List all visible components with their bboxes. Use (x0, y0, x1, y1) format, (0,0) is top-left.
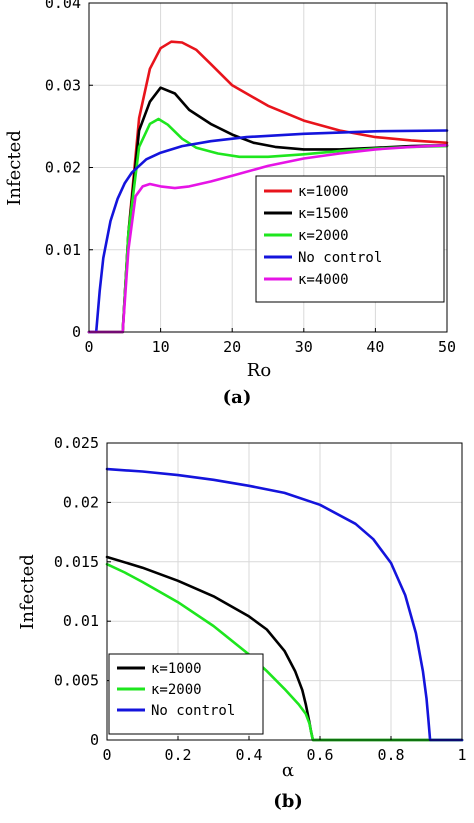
ticks-a: 0 10 20 30 40 50 0 0.01 0.02 0.03 0.04 (45, 0, 456, 356)
series-line (87, 144, 449, 334)
chart-panel-b: 0 0.2 0.4 0.6 0.8 1 0 0.005 0.01 0.015 0.02 0.025 α… (17, 434, 467, 812)
legend-label: κ=4000 (298, 272, 349, 288)
ticks-b: 0 0.2 0.4 0.6 0.8 1 0 0.005 0.01 0.015 0.02 0.025 (54, 434, 467, 764)
x-tick-label: 50 (438, 338, 456, 356)
y-tick-label: 0.015 (54, 553, 99, 571)
x-tick-label: 20 (223, 338, 241, 356)
y-tick-label: 0.02 (45, 159, 81, 177)
x-tick-label: 0 (102, 746, 111, 764)
legend-label: No control (298, 250, 382, 266)
x-axis-label-a: Ro (247, 360, 271, 381)
x-tick-label: 0.8 (377, 746, 404, 764)
legend-label: κ=2000 (151, 682, 202, 698)
legend-box (255, 175, 445, 303)
y-axis-label-b: Infected (17, 554, 38, 630)
y-tick-label: 0.03 (45, 76, 81, 94)
x-tick-label: 10 (152, 338, 170, 356)
x-tick-label: 0.6 (306, 746, 333, 764)
x-tick-label: 1 (457, 746, 466, 764)
legend-b: κ=1000 κ=2000 No control (108, 653, 264, 735)
legend-label: κ=1500 (298, 206, 349, 222)
y-tick-label: 0.005 (54, 672, 99, 690)
x-tick-label: 40 (366, 338, 384, 356)
chart-panel-a: 0 10 20 30 40 50 0 0.01 0.02 0.03 0.04 Ro Infected… (4, 0, 456, 408)
y-tick-label: 0.01 (45, 241, 81, 259)
series-line (87, 129, 449, 334)
series-line (87, 117, 449, 334)
legend-label: No control (151, 703, 235, 719)
series-line (87, 86, 449, 334)
series-line (105, 467, 464, 742)
legend-label: κ=1000 (151, 661, 202, 677)
y-tick-label: 0.04 (45, 0, 81, 12)
x-axis-label-b: α (282, 760, 294, 781)
x-tick-label: 0.2 (164, 746, 191, 764)
legend-a: κ=1000 κ=1500 κ=2000 No control κ=4000 (255, 175, 445, 303)
y-tick-label: 0.025 (54, 434, 99, 452)
series-layer-a (87, 40, 449, 334)
legend-label: κ=1000 (298, 184, 349, 200)
panel-label-a: (a) (223, 387, 252, 408)
legend-label: κ=2000 (298, 228, 349, 244)
panel-label-b: (b) (273, 791, 303, 812)
x-tick-label: 30 (295, 338, 313, 356)
y-tick-label: 0.01 (63, 612, 99, 630)
y-tick-label: 0 (72, 323, 81, 341)
plot-frame-b (106, 442, 463, 741)
y-tick-label: 0.02 (63, 493, 99, 511)
y-axis-label-a: Infected (4, 130, 25, 206)
y-tick-label: 0 (90, 731, 99, 749)
x-tick-label: 0 (84, 338, 93, 356)
x-tick-label: 0.4 (235, 746, 262, 764)
